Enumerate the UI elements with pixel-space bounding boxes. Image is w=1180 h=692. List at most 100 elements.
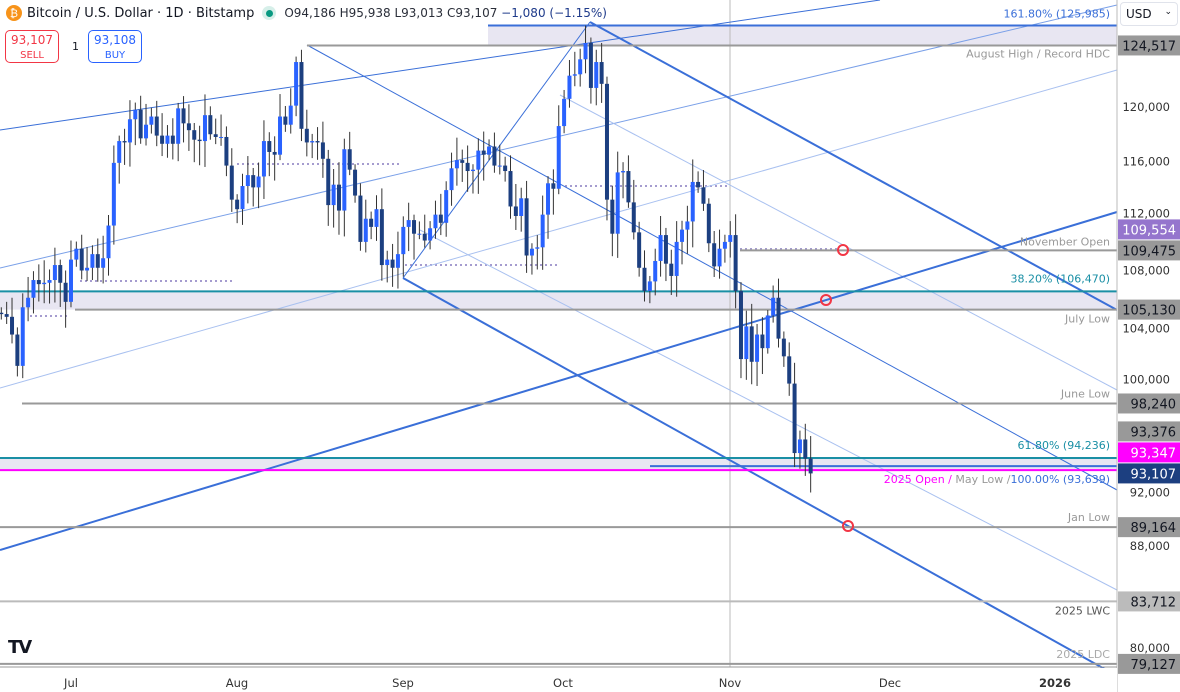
candle	[422, 214, 427, 248]
candle-body	[749, 326, 754, 362]
candle	[631, 179, 636, 240]
bitcoin-icon: ₿	[6, 5, 22, 21]
buy-label: BUY	[104, 50, 126, 61]
candle-body	[315, 141, 320, 143]
candle-body	[251, 175, 256, 188]
candle	[594, 49, 599, 106]
november-open-label: November Open	[1020, 235, 1110, 248]
candle	[492, 132, 497, 173]
candle-body	[497, 165, 502, 167]
candle	[149, 107, 154, 134]
candle-body	[15, 334, 20, 366]
candle	[588, 37, 593, 104]
candle-body	[283, 116, 288, 125]
candle	[712, 230, 717, 277]
price-tick-label: 80,000	[1130, 641, 1170, 655]
candle	[529, 243, 534, 275]
candle	[519, 187, 524, 232]
candle-body	[144, 124, 149, 139]
candle	[653, 248, 658, 296]
candle-body	[637, 232, 642, 268]
candle-body	[219, 136, 224, 138]
candle	[245, 156, 250, 204]
time-axis	[0, 668, 1117, 692]
candle	[562, 89, 567, 134]
candle	[546, 176, 551, 239]
candle	[524, 180, 529, 273]
price-badge: 105,130	[1118, 299, 1180, 320]
candle-body	[90, 254, 95, 268]
candle-body	[760, 334, 765, 349]
candle-body	[744, 326, 749, 360]
price-badge-text: 89,164	[1131, 521, 1177, 536]
candle	[540, 195, 545, 270]
candle	[85, 246, 90, 282]
candle	[240, 173, 245, 225]
price-tick-label: 120,000	[1122, 100, 1170, 114]
candle	[706, 198, 711, 253]
candle-body	[331, 184, 336, 206]
candle	[728, 221, 733, 258]
candle	[304, 109, 309, 157]
candle-body	[347, 149, 352, 170]
price-badge-text: 109,475	[1122, 244, 1176, 259]
currency-select[interactable]: USD ⌄	[1120, 2, 1178, 26]
candle	[235, 194, 240, 224]
buy-button[interactable]: 93,108 BUY	[88, 30, 142, 63]
candle-body	[336, 184, 341, 211]
candle	[326, 149, 331, 226]
price-badge: 79,127	[1118, 653, 1180, 674]
channel-upper-line	[0, 0, 881, 131]
candle	[68, 240, 73, 308]
candle	[20, 293, 25, 379]
candle-body	[117, 141, 122, 163]
candle-body	[690, 181, 695, 222]
candle	[406, 202, 411, 252]
candle	[127, 100, 132, 167]
support-zone-july	[0, 291, 1117, 310]
candle	[347, 131, 352, 176]
candle-body	[647, 281, 652, 291]
tradingview-logo[interactable]: TV	[8, 637, 32, 658]
candle	[776, 278, 781, 348]
low-value: L93,013	[394, 6, 444, 20]
descending-trendline-lower	[402, 277, 1111, 673]
candle	[701, 170, 706, 211]
level-label-part: May Low /	[955, 473, 1010, 486]
time-tick-label: Dec	[879, 676, 901, 690]
candle	[642, 250, 647, 302]
candle-body	[154, 116, 159, 136]
candle	[535, 235, 540, 270]
candle	[144, 103, 149, 146]
candle	[47, 269, 52, 304]
candle-body	[594, 62, 599, 88]
candle	[160, 113, 165, 157]
candle-body	[674, 241, 679, 276]
candle-body	[621, 171, 626, 173]
candle	[449, 152, 454, 206]
candle-body	[42, 282, 47, 285]
candle-body	[245, 175, 250, 187]
candle	[771, 285, 776, 323]
descending-light-line	[559, 94, 1118, 391]
candle	[79, 234, 84, 280]
candle-body	[58, 265, 63, 283]
candle-body	[240, 186, 245, 210]
candle-body	[701, 187, 706, 204]
candle-body	[0, 312, 4, 315]
candle-body	[508, 171, 513, 207]
quantity[interactable]: 1	[72, 40, 79, 53]
symbol-title[interactable]: Bitcoin / U.S. Dollar · 1D · Bitstamp	[27, 5, 255, 21]
candle-body	[106, 225, 111, 259]
sell-label: SELL	[20, 50, 44, 61]
candle-body	[342, 149, 347, 211]
candle	[615, 151, 620, 258]
candle	[363, 199, 368, 253]
sell-button[interactable]: 93,107 SELL	[5, 30, 59, 63]
candle-body	[68, 259, 73, 302]
candle-body	[176, 108, 181, 144]
candle	[674, 221, 679, 297]
candle-body	[181, 108, 186, 124]
candle	[369, 211, 374, 240]
